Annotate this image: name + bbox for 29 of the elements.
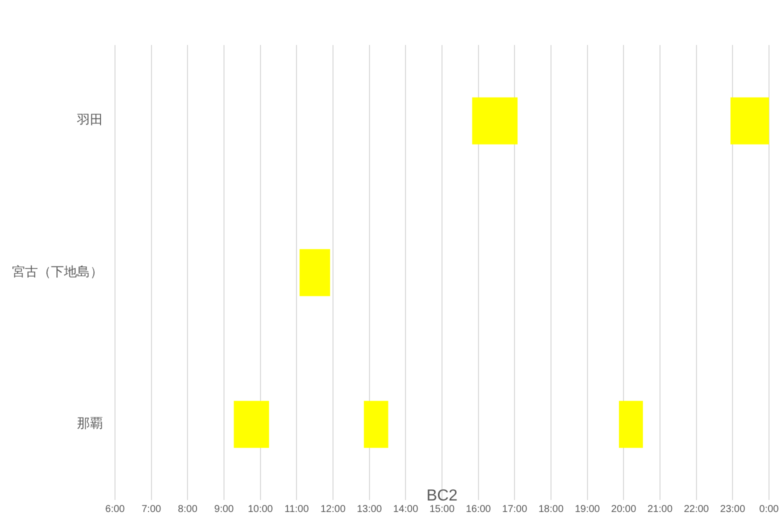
y-tick-label: 宮古（下地島） — [12, 264, 103, 280]
bar — [472, 97, 518, 144]
x-tick-label: 19:00 — [574, 504, 600, 515]
x-tick-label: 11:00 — [284, 504, 310, 515]
bar — [730, 97, 769, 144]
bar — [364, 400, 388, 448]
x-tick-label: 21:00 — [647, 504, 673, 515]
x-tick-label: 15:00 — [429, 504, 455, 515]
x-tick-label: 9:00 — [214, 504, 234, 515]
bar — [300, 249, 330, 296]
x-axis-title: BC2 — [426, 488, 458, 505]
x-tick-label: 23:00 — [720, 504, 746, 515]
x-tick-label: 22:00 — [684, 504, 710, 515]
x-tick-label: 14:00 — [393, 504, 419, 515]
x-tick-label: 10:00 — [248, 504, 274, 515]
x-tick-label: 20:00 — [611, 504, 637, 515]
x-tick-label: 18:00 — [538, 504, 564, 515]
x-tick-label: 12:00 — [320, 504, 346, 515]
bar — [234, 400, 270, 448]
x-tick-label: 8:00 — [178, 504, 198, 515]
x-tick-label: 7:00 — [142, 504, 162, 515]
y-tick-label: 那覇 — [77, 416, 103, 432]
x-tick-label: 13:00 — [356, 504, 382, 515]
x-tick-label: 16:00 — [466, 504, 492, 515]
y-tick-label: 羽田 — [76, 113, 103, 128]
x-tick-label: 0:00 — [759, 504, 780, 515]
bar — [618, 400, 643, 448]
x-tick-label: 17:00 — [502, 504, 528, 515]
x-tick-label: 6:00 — [105, 504, 126, 515]
